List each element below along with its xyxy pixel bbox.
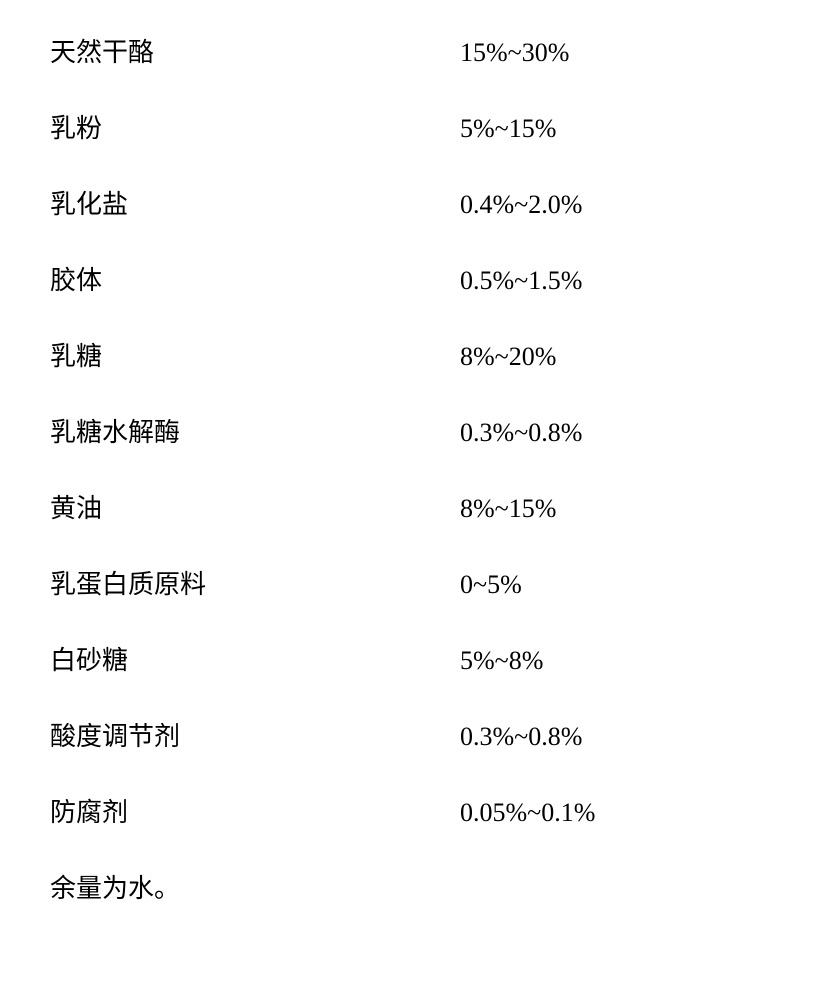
ingredient-name: 乳蛋白质原料	[50, 572, 460, 598]
table-row: 黄油 8%~15%	[50, 496, 783, 522]
table-row: 乳化盐 0.4%~2.0%	[50, 192, 783, 218]
ingredient-name: 天然干酪	[50, 40, 460, 66]
table-row: 乳糖水解酶 0.3%~0.8%	[50, 420, 783, 446]
table-row: 乳粉 5%~15%	[50, 116, 783, 142]
table-row: 酸度调节剂 0.3%~0.8%	[50, 724, 783, 750]
table-row: 白砂糖 5%~8%	[50, 648, 783, 674]
ingredient-name: 酸度调节剂	[50, 724, 460, 750]
ingredient-value: 0.05%~0.1%	[460, 800, 783, 826]
ingredient-name: 乳粉	[50, 116, 460, 142]
ingredient-value: 5%~8%	[460, 648, 783, 674]
ingredient-value: 8%~15%	[460, 496, 783, 522]
ingredient-value: 15%~30%	[460, 40, 783, 66]
footer-text: 余量为水。	[50, 876, 180, 902]
ingredient-value: 0.5%~1.5%	[460, 268, 783, 294]
ingredient-name: 胶体	[50, 268, 460, 294]
ingredient-name: 乳糖水解酶	[50, 420, 460, 446]
ingredient-name: 乳化盐	[50, 192, 460, 218]
table-row: 乳蛋白质原料 0~5%	[50, 572, 783, 598]
ingredient-value: 0~5%	[460, 572, 783, 598]
ingredient-name: 防腐剂	[50, 800, 460, 826]
table-row: 天然干酪 15%~30%	[50, 40, 783, 66]
table-row: 胶体 0.5%~1.5%	[50, 268, 783, 294]
ingredient-value: 0.3%~0.8%	[460, 724, 783, 750]
ingredient-name: 白砂糖	[50, 648, 460, 674]
ingredient-value: 0.3%~0.8%	[460, 420, 783, 446]
ingredient-value: 0.4%~2.0%	[460, 192, 783, 218]
ingredient-value: 5%~15%	[460, 116, 783, 142]
table-row: 乳糖 8%~20%	[50, 344, 783, 370]
table-row: 防腐剂 0.05%~0.1%	[50, 800, 783, 826]
ingredient-value: 8%~20%	[460, 344, 783, 370]
footer-note: 余量为水。	[50, 876, 783, 902]
ingredient-name: 乳糖	[50, 344, 460, 370]
ingredient-name: 黄油	[50, 496, 460, 522]
ingredients-table: 天然干酪 15%~30% 乳粉 5%~15% 乳化盐 0.4%~2.0% 胶体 …	[50, 40, 783, 902]
